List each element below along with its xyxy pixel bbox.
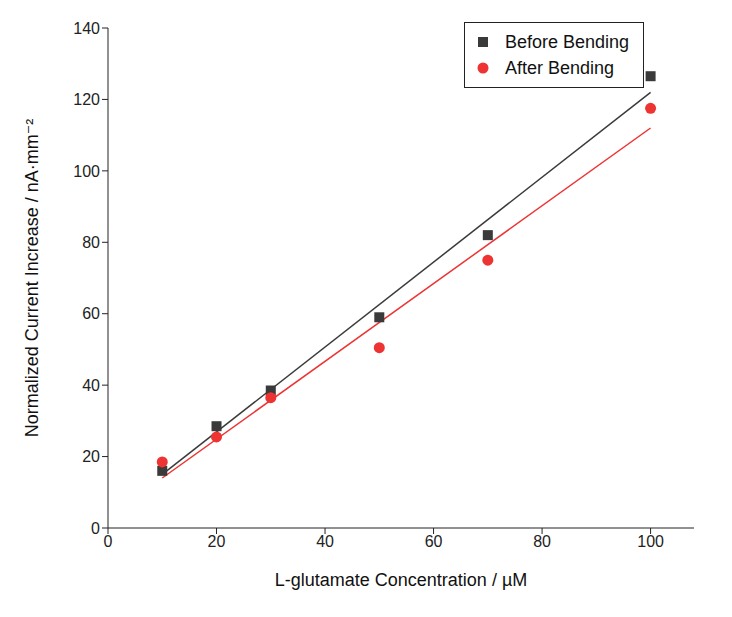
svg-text:60: 60 — [425, 533, 443, 550]
svg-text:100: 100 — [73, 163, 100, 180]
svg-text:40: 40 — [82, 377, 100, 394]
svg-text:80: 80 — [82, 234, 100, 251]
svg-text:20: 20 — [82, 448, 100, 465]
svg-text:20: 20 — [208, 533, 226, 550]
svg-text:60: 60 — [82, 305, 100, 322]
svg-text:0: 0 — [91, 520, 100, 537]
svg-text:L-glutamate Concentration / µM: L-glutamate Concentration / µM — [275, 570, 528, 590]
svg-text:Normalized Current Increase /: Normalized Current Increase / nA·mm⁻² — [22, 119, 42, 438]
html-text:Before Bending: Before Bending — [504, 32, 629, 52]
svg-text:120: 120 — [73, 91, 100, 108]
svg-text:40: 40 — [316, 533, 334, 550]
svg-text:80: 80 — [533, 533, 551, 550]
html-text:After Bending: After Bending — [504, 58, 614, 78]
svg-text:0: 0 — [104, 533, 113, 550]
svg-text:140: 140 — [73, 20, 100, 37]
svg-text:100: 100 — [637, 533, 664, 550]
